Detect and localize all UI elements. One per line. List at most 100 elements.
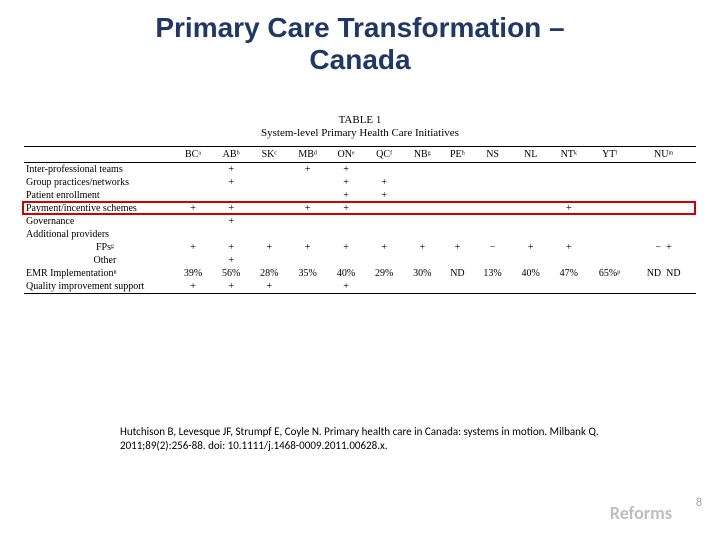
- data-cell: 35%: [288, 267, 327, 280]
- table-row: EMR Implementationⁿ39%56%28%35%40%29%30%…: [24, 267, 696, 280]
- data-cell: +: [327, 163, 365, 177]
- data-cell: [403, 189, 441, 202]
- data-cell: [212, 228, 250, 241]
- data-cell: [250, 176, 288, 189]
- data-cell: [365, 215, 403, 228]
- data-cell: [631, 176, 696, 189]
- table-header-row: BCᵃABᵇSKᶜMBᵈONᵉQCᶠNBᵍPEʰNSNLNTᵏYTˡNUᵐ: [24, 147, 696, 163]
- table-header-cell: NBᵍ: [403, 147, 441, 163]
- data-cell: [288, 176, 327, 189]
- table-row: Payment/incentive schemes+++++: [24, 202, 696, 215]
- data-cell: 40%: [512, 267, 550, 280]
- table-row: Other+: [24, 254, 696, 267]
- data-cell: [174, 189, 212, 202]
- data-cell: [288, 189, 327, 202]
- data-cell: [250, 254, 288, 267]
- data-cell: [550, 280, 588, 294]
- data-cell: [588, 189, 631, 202]
- caption-line2: System-level Primary Health Care Initiat…: [24, 127, 696, 140]
- data-cell: [441, 202, 473, 215]
- data-cell: [441, 163, 473, 177]
- data-cell: [327, 228, 365, 241]
- table-row: Inter-professional teams+++: [24, 163, 696, 177]
- data-cell: [550, 176, 588, 189]
- data-cell: +: [212, 280, 250, 294]
- data-cell: [588, 176, 631, 189]
- data-cell: +: [288, 202, 327, 215]
- data-cell: [365, 163, 403, 177]
- data-cell: [327, 215, 365, 228]
- data-cell: +: [174, 280, 212, 294]
- data-cell: [250, 228, 288, 241]
- data-cell: [174, 228, 212, 241]
- data-cell: +: [327, 241, 365, 254]
- data-cell: +: [327, 202, 365, 215]
- data-cell: +: [403, 241, 441, 254]
- data-cell: +: [512, 241, 550, 254]
- data-cell: +: [250, 241, 288, 254]
- data-cell: [631, 254, 696, 267]
- table-row: Group practices/networks+++: [24, 176, 696, 189]
- data-cell: +: [288, 163, 327, 177]
- data-cell: [403, 280, 441, 294]
- data-cell: [512, 176, 550, 189]
- data-cell: [403, 202, 441, 215]
- data-cell: ND: [441, 267, 473, 280]
- row-label-cell: Payment/incentive schemes: [24, 202, 174, 215]
- data-cell: [441, 254, 473, 267]
- row-label-cell: Additional providers: [24, 228, 174, 241]
- data-cell: [250, 163, 288, 177]
- data-cell: [550, 189, 588, 202]
- table-row: Additional providers: [24, 228, 696, 241]
- data-cell: [474, 254, 512, 267]
- data-cell: [288, 228, 327, 241]
- data-cell: [631, 202, 696, 215]
- data-cell: [474, 176, 512, 189]
- data-cell: +: [327, 176, 365, 189]
- data-cell: [512, 254, 550, 267]
- data-cell: [250, 189, 288, 202]
- row-label-cell: Group practices/networks: [24, 176, 174, 189]
- data-cell: [512, 215, 550, 228]
- data-cell: − +: [631, 241, 696, 254]
- data-cell: [403, 254, 441, 267]
- data-cell: [588, 254, 631, 267]
- data-cell: +: [174, 202, 212, 215]
- table-container: TABLE 1 System-level Primary Health Care…: [24, 114, 696, 294]
- data-cell: +: [288, 241, 327, 254]
- data-cell: [441, 228, 473, 241]
- data-cell: [327, 254, 365, 267]
- row-label-cell: Quality improvement support: [24, 280, 174, 294]
- data-cell: [512, 280, 550, 294]
- data-cell: [403, 228, 441, 241]
- table-header-cell: NTᵏ: [550, 147, 588, 163]
- data-cell: [512, 163, 550, 177]
- data-cell: [441, 280, 473, 294]
- data-cell: [288, 254, 327, 267]
- data-cell: [250, 202, 288, 215]
- data-cell: [174, 176, 212, 189]
- data-cell: 30%: [403, 267, 441, 280]
- row-label-cell: FPsᵍ: [24, 241, 174, 254]
- data-cell: [474, 280, 512, 294]
- row-label-cell: Inter-professional teams: [24, 163, 174, 177]
- data-cell: [474, 163, 512, 177]
- data-cell: +: [365, 189, 403, 202]
- data-cell: +: [365, 241, 403, 254]
- data-cell: +: [212, 202, 250, 215]
- data-cell: 29%: [365, 267, 403, 280]
- data-cell: [288, 280, 327, 294]
- data-cell: 39%: [174, 267, 212, 280]
- page-number: 8: [696, 496, 702, 510]
- table-header-cell: SKᶜ: [250, 147, 288, 163]
- data-cell: [588, 228, 631, 241]
- table-header-cell: QCᶠ: [365, 147, 403, 163]
- table-header-cell: NUᵐ: [631, 147, 696, 163]
- data-cell: 65%ᵖ: [588, 267, 631, 280]
- data-cell: [631, 163, 696, 177]
- caption-line1: TABLE 1: [24, 114, 696, 127]
- data-cell: [550, 163, 588, 177]
- data-cell: [288, 215, 327, 228]
- data-cell: [631, 189, 696, 202]
- data-cell: +: [174, 241, 212, 254]
